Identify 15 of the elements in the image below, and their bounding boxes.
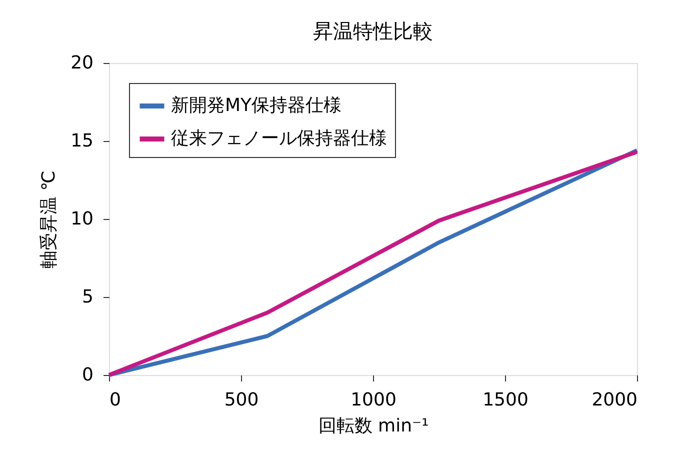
x-tick-label: 1500 (482, 390, 528, 410)
y-axis-title: 軸受昇温 ℃ (38, 170, 60, 268)
x-tick-label: 2000 (592, 390, 638, 410)
legend-label: 従来フェノール保持器仕様 (171, 128, 387, 149)
x-axis-title: 回転数 min⁻¹ (318, 416, 429, 436)
y-tick-label: 10 (70, 208, 94, 230)
y-tick-label: 15 (70, 130, 94, 152)
chart-title: 昇温特性比較 (313, 19, 433, 43)
legend-label: 新開発MY保持器仕様 (171, 95, 342, 116)
x-tick-label: 1000 (350, 390, 396, 410)
y-tick-label: 20 (70, 52, 94, 74)
x-tick-label: 500 (224, 390, 259, 410)
y-tick-label: 5 (82, 286, 94, 308)
y-tick-label: 0 (82, 364, 94, 386)
x-tick-label: 0 (110, 390, 121, 410)
